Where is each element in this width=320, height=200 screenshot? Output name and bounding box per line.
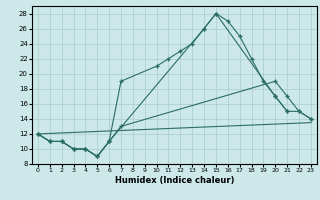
X-axis label: Humidex (Indice chaleur): Humidex (Indice chaleur) [115,176,234,185]
